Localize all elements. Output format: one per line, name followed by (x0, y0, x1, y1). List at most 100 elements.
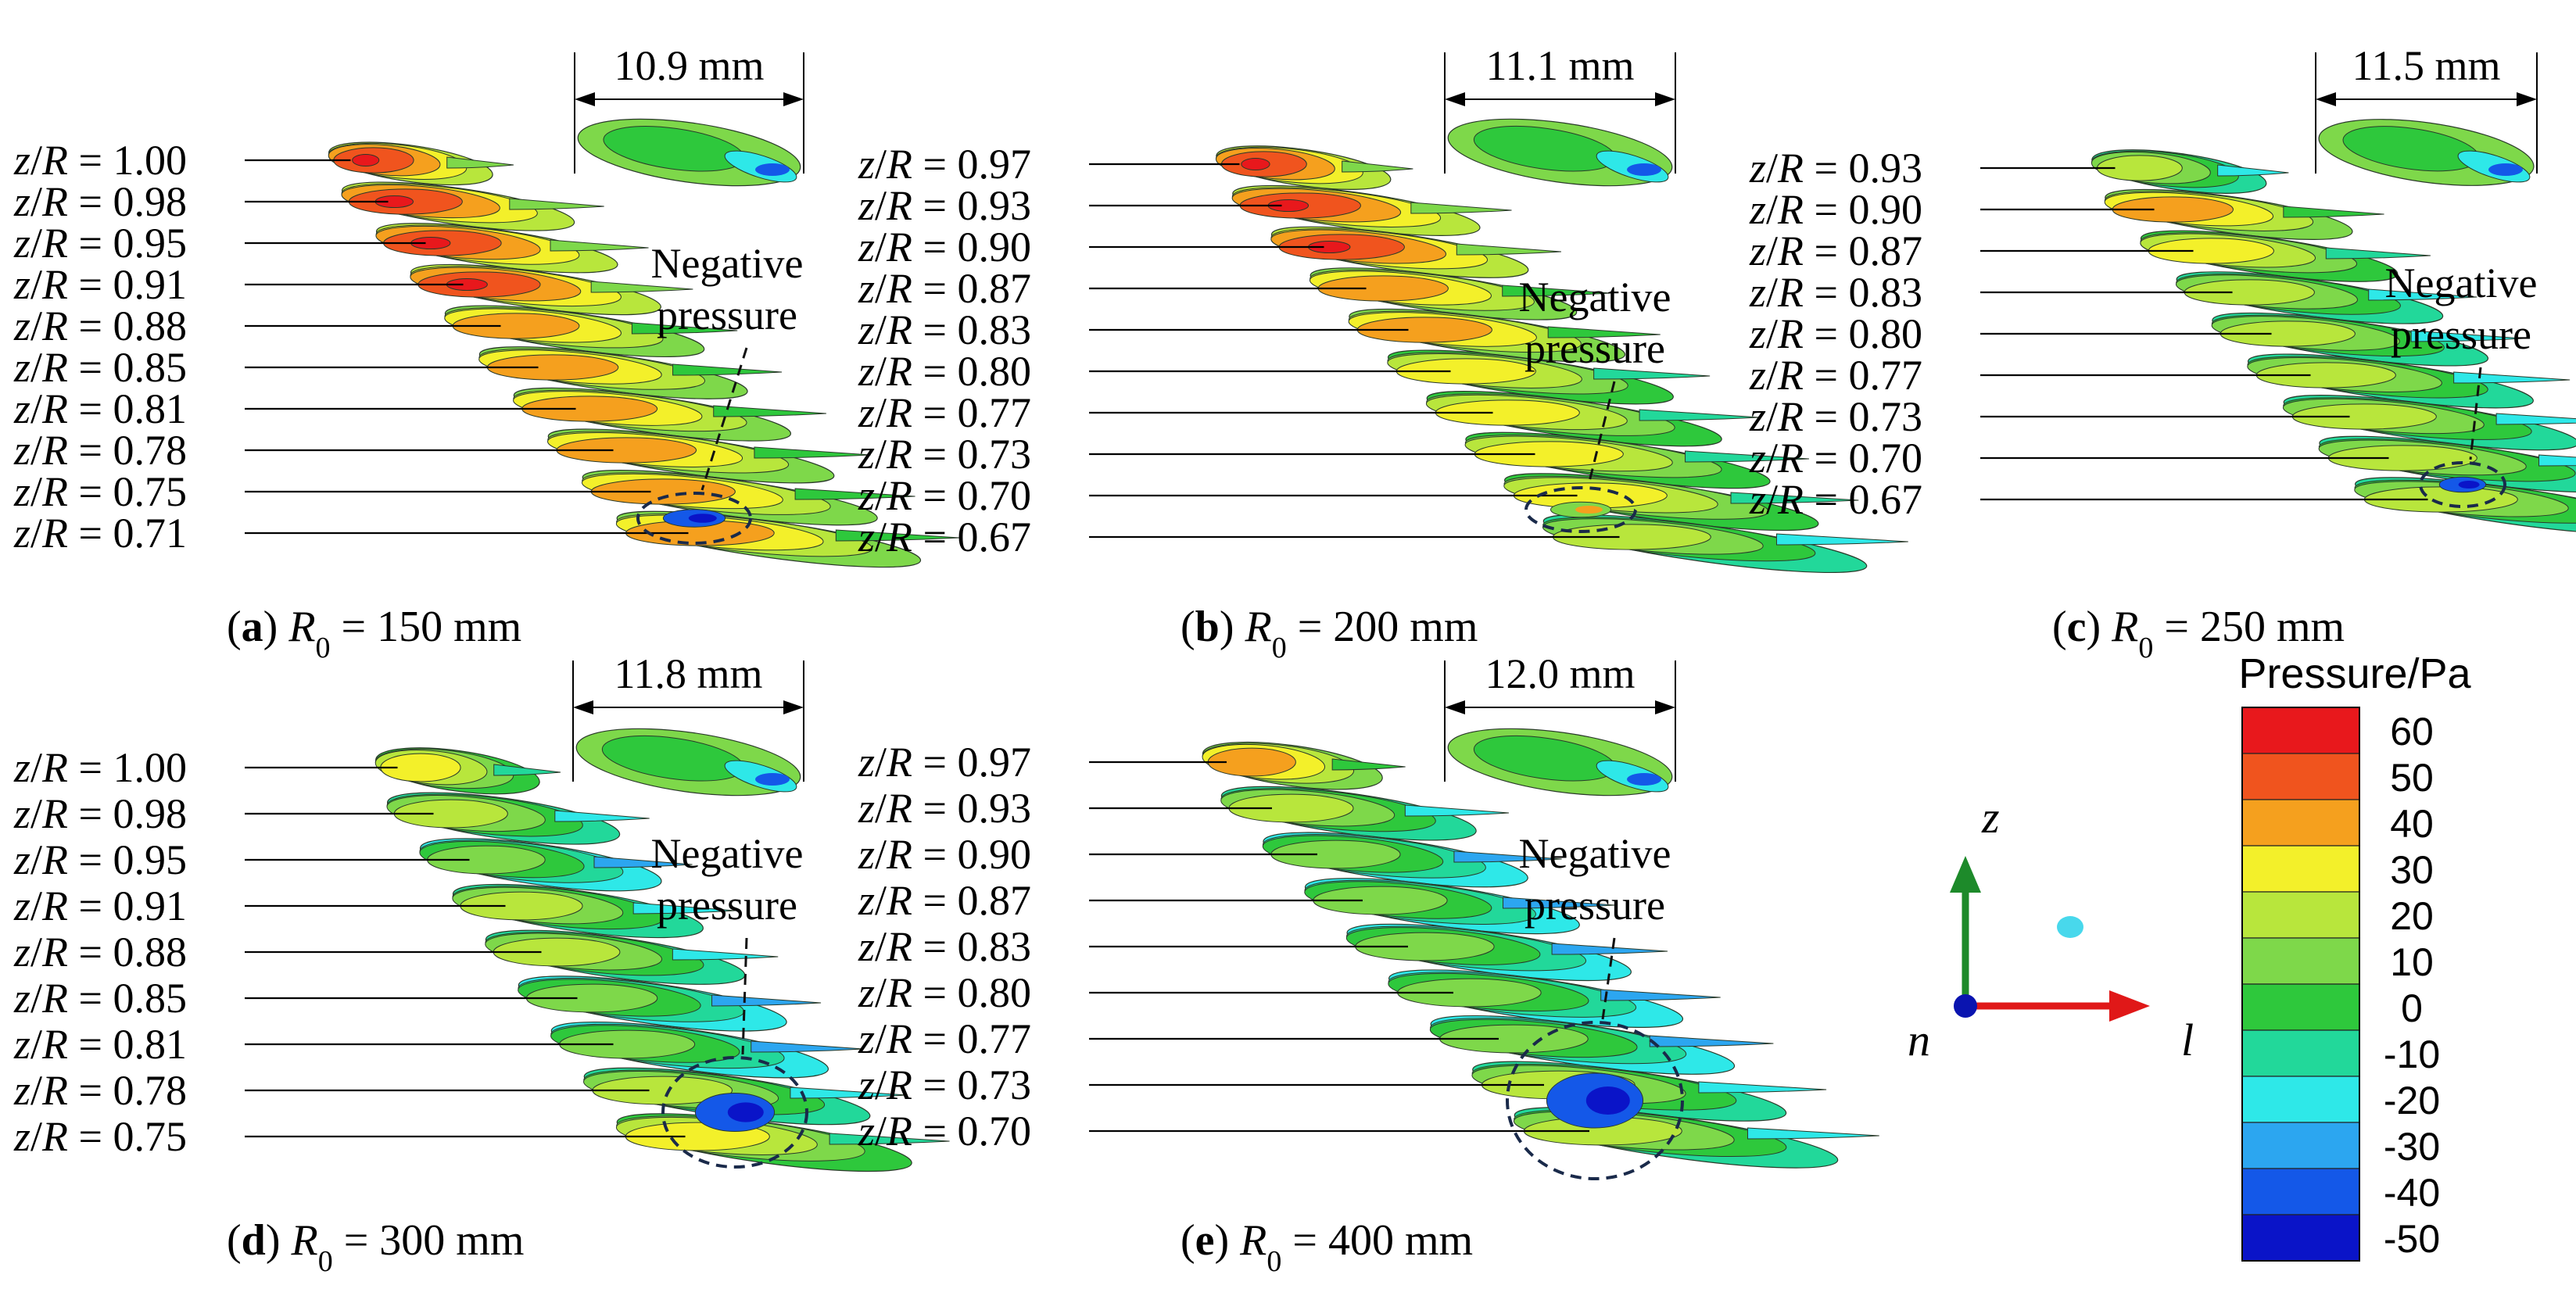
z-over-r-label: z/R = 0.75 (13, 468, 187, 515)
negative-label: Negative (1519, 274, 1671, 320)
z-over-r-label: z/R = 1.00 (13, 744, 187, 791)
z-over-r-value: = 0.83 (912, 306, 1031, 353)
pressure-label: pressure (1524, 325, 1665, 372)
z-over-r-label: z/R = 0.80 (858, 969, 1031, 1016)
negative-pressure-core (2458, 480, 2480, 489)
blade-section (547, 428, 871, 484)
z-over-r-label: z/R = 0.78 (13, 427, 187, 474)
z-over-r-label: z/R = 0.70 (858, 472, 1031, 519)
colorbar-tick: -50 (2384, 1217, 2440, 1261)
z-over-r-value: = 0.87 (1804, 227, 1922, 274)
z-over-r-label: z/R = 0.70 (1749, 435, 1922, 481)
z-over-r-value: = 0.80 (912, 348, 1031, 395)
z-over-r-label: z/R = 0.80 (858, 348, 1031, 395)
z-over-r-value: = 0.70 (912, 472, 1031, 519)
blade-section (1345, 923, 1668, 982)
z-over-r-label: z/R = 0.85 (13, 975, 187, 1022)
width-value: 11.5 mm (2352, 42, 2500, 89)
width-value: 11.8 mm (614, 650, 762, 697)
blade-section (1220, 786, 1509, 841)
blade-section (2091, 149, 2289, 194)
z-over-r-value: = 0.88 (68, 929, 187, 975)
z-over-r-label: z/R = 0.88 (13, 929, 187, 975)
colorbar-segment (2241, 1076, 2360, 1123)
z-over-r-label: z/R = 0.91 (13, 261, 187, 308)
colorbar-tick: -20 (2384, 1079, 2440, 1122)
r0-value: = 300 mm (333, 1216, 525, 1265)
z-over-r-label: z/R = 0.93 (1749, 145, 1922, 192)
z-over-r-label: z/R = 0.77 (1749, 352, 1922, 399)
colorbar-segment (2241, 707, 2360, 754)
colorbar-segment (2241, 1122, 2360, 1169)
z-over-r-label: z/R = 0.81 (13, 385, 187, 432)
z-over-r-value: = 0.90 (912, 224, 1031, 270)
z-over-r-label: z/R = 0.77 (858, 1015, 1031, 1062)
blade-section (1270, 226, 1561, 278)
z-over-r-label: z/R = 0.85 (13, 344, 187, 391)
tip-section (575, 728, 801, 796)
colorbar-tick: 10 (2390, 940, 2434, 984)
colorbar-tick: -10 (2384, 1033, 2440, 1076)
z-over-r-label: z/R = 0.87 (858, 877, 1031, 924)
z-over-r-label: z/R = 0.98 (13, 178, 187, 225)
z-over-r-value: = 0.80 (1804, 310, 1922, 357)
colorbar-tick: -40 (2384, 1171, 2440, 1215)
z-over-r-label: z/R = 0.97 (858, 739, 1031, 786)
z-over-r-label: z/R = 0.83 (858, 306, 1031, 353)
blade-section (1309, 267, 1611, 320)
pressure-label: pressure (1524, 882, 1665, 929)
blade-section (1304, 878, 1615, 935)
negative-label: Negative (651, 830, 804, 877)
z-over-r-value: = 0.90 (1804, 186, 1922, 233)
z-over-r-label: z/R = 0.98 (13, 790, 187, 837)
colorbar-tick: 20 (2390, 894, 2434, 938)
blade-section (1542, 514, 1908, 574)
width-dimension: 10.9 mm (574, 42, 804, 174)
negative-pressure-core (727, 1102, 764, 1122)
negative-pressure-core (688, 514, 717, 523)
z-over-r-label: z/R = 0.73 (858, 431, 1031, 478)
negative-pressure-circle (1524, 486, 1637, 533)
z-over-r-value: = 0.70 (1804, 435, 1922, 481)
tip-section (577, 118, 801, 187)
z-over-r-label: z/R = 0.90 (1749, 186, 1922, 233)
blade-section (2140, 230, 2431, 282)
blade-section (328, 141, 514, 186)
l-arrow (2109, 990, 2150, 1022)
z-over-r-value: = 1.00 (68, 137, 187, 184)
pressure-label: pressure (2391, 311, 2531, 358)
width-dimension: 11.1 mm (1444, 42, 1676, 174)
z-over-r-label: z/R = 0.81 (13, 1021, 187, 1068)
blade-section (2104, 188, 2384, 240)
reference-point (2057, 916, 2083, 938)
panel-e: z/R = 0.97z/R = 0.93z/R = 0.90z/R = 0.87… (858, 650, 1879, 1278)
panel-a: z/R = 1.00z/R = 0.98z/R = 0.95z/R = 0.91… (13, 42, 960, 664)
z-over-r-value: = 0.81 (68, 385, 187, 432)
z-over-r-value: = 0.73 (912, 1061, 1031, 1108)
l-axis-label: l (2181, 1015, 2194, 1065)
z-over-r-label: z/R = 0.87 (1749, 227, 1922, 274)
z-over-r-value: = 0.97 (912, 739, 1031, 786)
panels: z/R = 1.00z/R = 0.98z/R = 0.95z/R = 0.91… (13, 42, 2576, 1278)
blade-sections (1202, 741, 1879, 1169)
blade-section (2282, 395, 2576, 451)
tip-section (1447, 728, 1673, 796)
z-over-r-value: = 0.87 (912, 877, 1031, 924)
blade-section (1348, 308, 1661, 363)
negative-pressure-annotation: Negative pressure (1506, 830, 1684, 1180)
blade-section (1503, 473, 1859, 532)
blade-section (452, 883, 736, 939)
colorbar-segment (2241, 1168, 2360, 1215)
z-over-r-value: = 0.75 (68, 1113, 187, 1160)
width-dimension: 11.8 mm (572, 650, 804, 782)
z-over-r-label: z/R = 0.75 (13, 1113, 187, 1160)
width-value: 11.1 mm (1485, 42, 1634, 89)
r0-value: = 250 mm (2153, 603, 2345, 651)
width-dimension: 11.5 mm (2315, 42, 2538, 174)
colorbar-tick: 40 (2390, 802, 2434, 846)
z-over-r-label: z/R = 1.00 (13, 137, 187, 184)
colorbar-title: Pressure/Pa (2238, 650, 2471, 697)
blade-section (444, 305, 738, 358)
z-over-r-label: z/R = 0.97 (858, 141, 1031, 188)
